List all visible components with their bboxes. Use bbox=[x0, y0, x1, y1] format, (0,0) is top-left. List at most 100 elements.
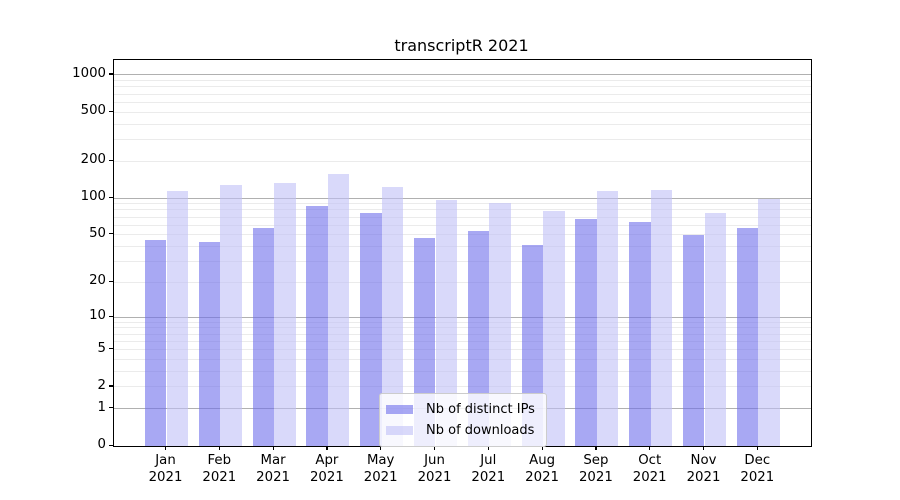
minor-gridline-60 bbox=[114, 224, 811, 226]
y-tick-mark-2 bbox=[109, 385, 113, 387]
legend-swatch-distinct-ips bbox=[386, 405, 413, 414]
major-gridline-1000 bbox=[114, 74, 811, 76]
y-tick-mark-10 bbox=[109, 315, 113, 317]
x-tick-label-may: May 2021 bbox=[363, 453, 398, 485]
x-tick-label-jan: Jan 2021 bbox=[148, 453, 183, 485]
minor-gridline-40 bbox=[114, 246, 811, 248]
x-tick-mark-nov bbox=[703, 446, 705, 450]
bar-downloads-apr bbox=[327, 174, 350, 446]
x-tick-mark-aug bbox=[541, 446, 543, 450]
minor-gridline-800 bbox=[114, 86, 811, 88]
bar-downloads-mar bbox=[274, 183, 296, 446]
x-tick-label-nov: Nov 2021 bbox=[686, 453, 721, 485]
bar-ips-sep bbox=[575, 219, 597, 446]
x-tick-mark-jul bbox=[487, 446, 489, 450]
x-tick-mark-mar bbox=[272, 446, 274, 450]
x-tick-label-aug: Aug 2021 bbox=[525, 453, 560, 485]
legend-swatch-downloads bbox=[386, 426, 413, 435]
y-tick-label-2: 2 bbox=[97, 377, 106, 393]
x-tick-label-jul: Jul 2021 bbox=[471, 453, 506, 485]
x-tick-label-feb: Feb 2021 bbox=[202, 453, 237, 485]
bar-downloads-sep bbox=[596, 191, 619, 446]
y-tick-mark-1 bbox=[109, 407, 113, 409]
x-tick-label-jun: Jun 2021 bbox=[417, 453, 452, 485]
minor-gridline-90 bbox=[114, 203, 811, 205]
bar-ips-apr bbox=[306, 205, 328, 446]
bar-ips-oct bbox=[629, 221, 651, 446]
chart-title: transcriptR 2021 bbox=[394, 36, 529, 55]
minor-gridline-200 bbox=[114, 160, 811, 162]
x-tick-mark-dec bbox=[756, 446, 758, 450]
bar-downloads-jun bbox=[435, 200, 458, 446]
y-tick-label-20: 20 bbox=[89, 273, 106, 289]
legend-item-distinct-ips: Nb of distinct IPs bbox=[386, 399, 538, 420]
minor-gridline-5 bbox=[114, 349, 811, 351]
y-tick-label-100: 100 bbox=[80, 189, 106, 205]
minor-gridline-300 bbox=[114, 138, 811, 140]
y-tick-label-200: 200 bbox=[80, 152, 106, 168]
bar-downloads-feb bbox=[220, 185, 242, 446]
minor-gridline-7 bbox=[114, 333, 811, 335]
minor-gridline-80 bbox=[114, 209, 811, 211]
x-tick-mark-jan bbox=[165, 446, 167, 450]
bar-downloads-nov bbox=[704, 212, 727, 446]
plot-area: Nb of distinct IPs Nb of downloads bbox=[113, 59, 812, 447]
minor-gridline-4 bbox=[114, 359, 811, 361]
y-tick-label-5: 5 bbox=[97, 340, 106, 356]
x-tick-label-dec: Dec 2021 bbox=[740, 453, 775, 485]
minor-gridline-400 bbox=[114, 123, 811, 125]
minor-gridline-700 bbox=[114, 93, 811, 95]
minor-gridline-500 bbox=[114, 111, 811, 113]
y-tick-label-1: 1 bbox=[97, 399, 106, 415]
bar-downloads-oct bbox=[650, 190, 673, 446]
legend-label-downloads: Nb of downloads bbox=[426, 423, 535, 438]
bar-ips-feb bbox=[198, 241, 221, 446]
minor-gridline-600 bbox=[114, 101, 811, 103]
major-gridline-100 bbox=[114, 197, 811, 199]
minor-gridline-3 bbox=[114, 371, 811, 373]
bar-ips-jan bbox=[144, 240, 167, 446]
minor-gridline-8 bbox=[114, 327, 811, 329]
minor-gridline-50 bbox=[114, 234, 811, 236]
x-tick-mark-jun bbox=[434, 446, 436, 450]
minor-gridline-30 bbox=[114, 261, 811, 263]
legend-label-distinct-ips: Nb of distinct IPs bbox=[426, 402, 535, 417]
bar-downloads-may bbox=[381, 187, 404, 446]
minor-gridline-900 bbox=[114, 80, 811, 82]
y-tick-mark-1000 bbox=[109, 73, 113, 75]
legend-item-downloads: Nb of downloads bbox=[386, 420, 538, 441]
major-gridline-10 bbox=[114, 316, 811, 318]
bar-ips-jul bbox=[467, 230, 490, 446]
bar-ips-nov bbox=[682, 234, 705, 446]
bar-downloads-jul bbox=[489, 202, 511, 446]
bar-downloads-jan bbox=[166, 191, 189, 446]
bar-downloads-aug bbox=[543, 210, 565, 446]
minor-gridline-9 bbox=[114, 321, 811, 323]
bar-ips-mar bbox=[252, 227, 275, 446]
y-tick-label-1000: 1000 bbox=[72, 65, 106, 81]
legend: Nb of distinct IPs Nb of downloads bbox=[379, 393, 547, 447]
x-tick-mark-apr bbox=[326, 446, 328, 450]
minor-gridline-6 bbox=[114, 340, 811, 342]
y-tick-mark-20 bbox=[109, 280, 113, 283]
x-tick-mark-may bbox=[380, 446, 382, 450]
y-tick-mark-200 bbox=[109, 159, 113, 161]
bar-downloads-dec bbox=[758, 199, 780, 446]
minor-gridline-70 bbox=[114, 216, 811, 218]
x-tick-mark-oct bbox=[649, 446, 651, 450]
x-tick-mark-sep bbox=[595, 446, 597, 450]
y-tick-label-10: 10 bbox=[89, 308, 106, 324]
bar-ips-may bbox=[360, 213, 382, 446]
x-tick-label-oct: Oct 2021 bbox=[632, 453, 667, 485]
minor-gridline-2 bbox=[114, 386, 811, 388]
bar-ips-dec bbox=[736, 227, 759, 446]
y-tick-label-50: 50 bbox=[89, 225, 106, 241]
y-tick-mark-5 bbox=[109, 348, 113, 350]
minor-gridline-20 bbox=[114, 281, 811, 283]
x-tick-label-apr: Apr 2021 bbox=[309, 453, 344, 485]
y-tick-mark-100 bbox=[109, 196, 113, 198]
y-tick-mark-500 bbox=[109, 110, 113, 112]
y-tick-label-0: 0 bbox=[97, 437, 106, 452]
y-tick-mark-50 bbox=[109, 233, 113, 235]
